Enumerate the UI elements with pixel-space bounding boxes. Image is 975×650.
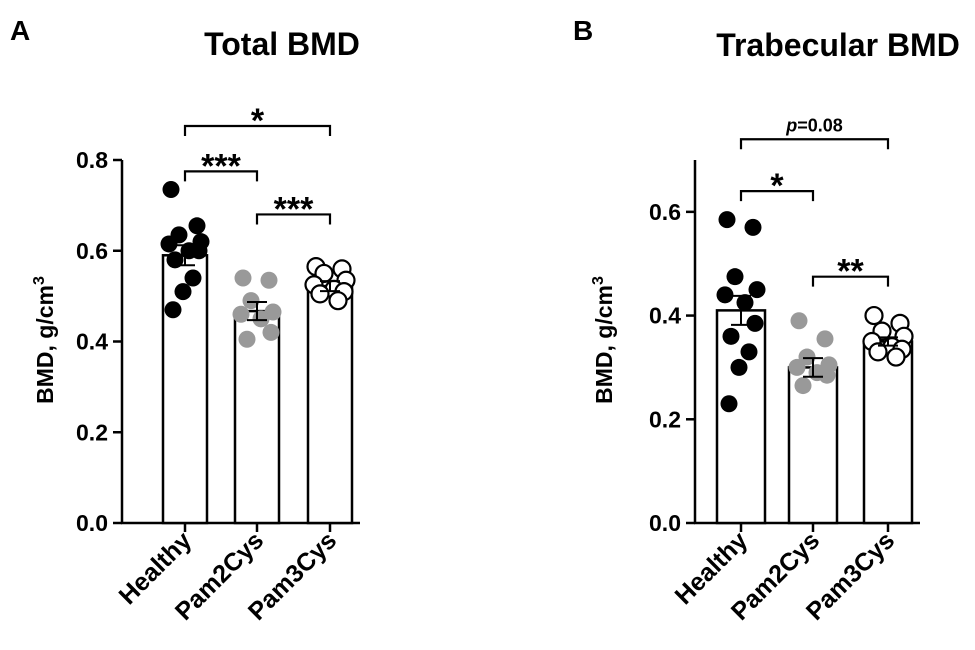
y-tick-label: 0.6 [649, 199, 681, 225]
y-tick-label: 0.4 [76, 329, 108, 355]
significance-label: p=0.08 [785, 115, 843, 135]
significance-label: * [770, 167, 784, 205]
y-axis-label: BMD, g/cm3 [31, 276, 58, 404]
data-point-pam2cys [794, 377, 812, 395]
data-point-healthy [188, 217, 206, 235]
data-point-pam2cys [262, 323, 280, 341]
bar-pam3cys [862, 340, 914, 525]
data-point-healthy [730, 358, 748, 376]
data-point-healthy [166, 251, 184, 269]
data-point-pam3cys [328, 291, 348, 311]
significance-label: * [251, 102, 265, 140]
significance-bracket [255, 213, 332, 225]
chart-title: Trabecular BMD [716, 27, 960, 63]
data-point-pam2cys [818, 366, 836, 384]
panel-label: B [573, 15, 593, 46]
significance-bracket [739, 138, 890, 150]
significance-bracket [811, 275, 890, 287]
bar-pam3cys [306, 284, 354, 525]
significance-bracket [183, 124, 332, 136]
significance-label: ** [837, 253, 864, 291]
y-tick-label: 0.8 [76, 147, 108, 173]
data-point-healthy [184, 269, 202, 287]
y-tick-label: 0.6 [76, 238, 108, 264]
data-point-healthy [726, 268, 744, 286]
significance-label: *** [201, 147, 241, 185]
significance-bracket [183, 170, 259, 182]
data-point-healthy [718, 211, 736, 229]
bar-healthy [715, 309, 767, 525]
y-tick-label: 0.0 [649, 510, 681, 536]
significance-label: *** [274, 190, 314, 228]
data-point-healthy [744, 218, 762, 236]
data-point-healthy [162, 180, 180, 198]
data-point-healthy [160, 235, 178, 253]
significance-bracket [739, 190, 815, 202]
data-point-healthy [748, 281, 766, 299]
panel-label: A [10, 15, 30, 46]
data-point-healthy [164, 301, 182, 319]
data-point-pam2cys [252, 310, 270, 328]
data-point-healthy [746, 314, 764, 332]
data-point-pam2cys [260, 271, 278, 289]
data-point-healthy [740, 343, 758, 361]
data-point-pam2cys [232, 305, 250, 323]
data-point-pam2cys [238, 330, 256, 348]
data-point-pam2cys [788, 358, 806, 376]
data-point-pam3cys [886, 347, 906, 367]
data-point-pam3cys [864, 305, 884, 326]
data-point-healthy [716, 286, 734, 304]
data-point-pam2cys [242, 292, 260, 310]
data-point-pam2cys [816, 330, 834, 348]
y-tick-label: 0.2 [76, 419, 108, 445]
data-point-pam2cys [790, 312, 808, 330]
data-point-healthy [174, 283, 192, 301]
y-axis-label: BMD, g/cm3 [590, 276, 617, 404]
y-tick-label: 0.2 [649, 406, 681, 432]
data-point-pam3cys [868, 342, 888, 362]
y-tick-label: 0.4 [649, 303, 681, 329]
chart-title: Total BMD [204, 26, 360, 62]
data-point-healthy [190, 242, 208, 260]
data-point-healthy [722, 327, 740, 345]
data-point-pam2cys [234, 269, 252, 287]
y-tick-label: 0.0 [76, 510, 108, 536]
bar-pam2cys [787, 366, 839, 525]
data-point-healthy [720, 395, 738, 413]
data-point-pam3cys [310, 284, 330, 304]
